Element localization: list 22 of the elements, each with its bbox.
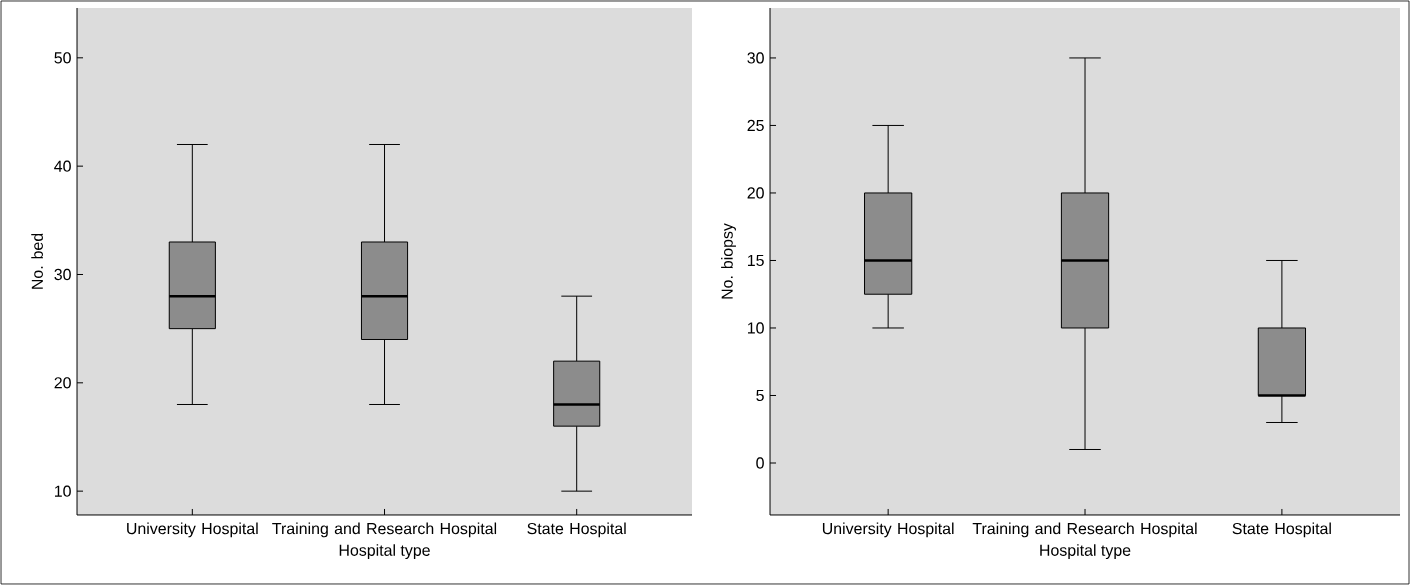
y-tick-label: 25 (747, 119, 764, 132)
x-axis-title: Hospital type (339, 544, 430, 560)
x-tick-label: Training and Research Hospital (272, 522, 497, 538)
x-tick-label: Training and Research Hospital (972, 522, 1197, 538)
y-axis-title: No. biopsy (721, 223, 736, 299)
x-tick-label: State Hospital (1232, 522, 1331, 538)
y-tick-label: 30 (54, 268, 71, 281)
y-axis-title: No. bed (31, 233, 43, 289)
y-tick-label: 15 (748, 254, 764, 267)
y-tick-label: 10 (54, 485, 71, 497)
x-tick-label: State Hospital (527, 522, 626, 538)
y-tick-label: 20 (54, 377, 71, 389)
y-tick-label: 20 (747, 187, 764, 199)
x-axis-title: Hospital type (1040, 544, 1131, 560)
y-tick-label: 5 (756, 389, 764, 402)
y-tick-label: 10 (748, 322, 764, 334)
y-tick-label: 30 (747, 52, 764, 64)
y-tick-label: 0 (756, 457, 764, 469)
y-tick-label: 50 (54, 52, 71, 64)
y-tick-label: 40 (54, 160, 71, 172)
x-tick-label: University Hospital (822, 522, 954, 538)
x-tick-label: University Hospital (127, 522, 258, 538)
